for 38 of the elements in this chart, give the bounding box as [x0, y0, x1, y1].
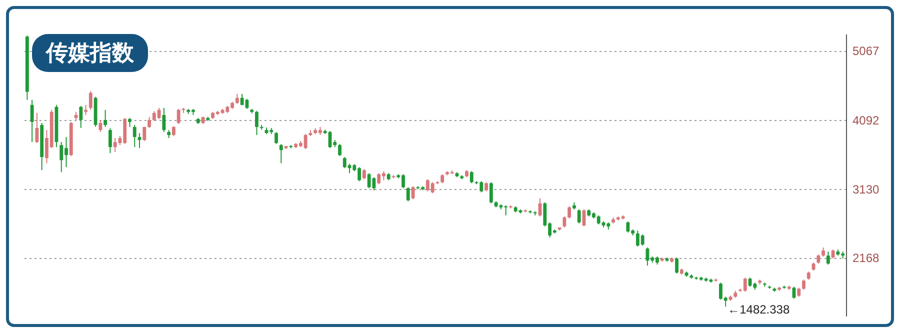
chart-title: 传媒指数: [32, 34, 148, 72]
candlestick: [279, 144, 283, 164]
candlestick: [802, 279, 806, 290]
candlestick: [568, 206, 572, 219]
candlestick: [338, 144, 342, 157]
candlestick: [826, 251, 830, 266]
candlestick: [35, 112, 39, 144]
candlestick: [362, 168, 366, 180]
candlestick: [104, 109, 108, 128]
candlestick: [162, 107, 166, 133]
annotation: ←1482.338: [728, 302, 790, 317]
candlestick: [98, 119, 102, 133]
candlestick: [255, 110, 258, 136]
candlestick: [142, 126, 146, 142]
candlestick: [484, 182, 488, 192]
y-tick-label: 3130: [852, 182, 880, 196]
candlestick: [470, 170, 474, 184]
candlestick: [816, 254, 820, 264]
candlestick: [176, 108, 180, 124]
candlestick: [148, 116, 151, 128]
y-tick-label: 2168: [852, 251, 880, 266]
y-tick-label: 4092: [852, 114, 880, 128]
candlestick: [30, 99, 34, 143]
candlestick: [79, 105, 83, 128]
candlestick: [562, 216, 566, 228]
candlestick: [108, 128, 112, 154]
candlestick: [411, 186, 415, 200]
candlestick: [88, 90, 92, 110]
candlestick: [675, 257, 678, 274]
candlestick: [577, 208, 581, 224]
candlestick: [489, 182, 493, 204]
candlestick: [172, 126, 176, 137]
candlestick: [406, 186, 410, 202]
y-tick-label: 5067: [852, 44, 880, 58]
candlestick: [132, 124, 136, 148]
candlestick: [235, 93, 239, 104]
candlestick: [84, 104, 88, 116]
candlestick: [274, 132, 278, 145]
